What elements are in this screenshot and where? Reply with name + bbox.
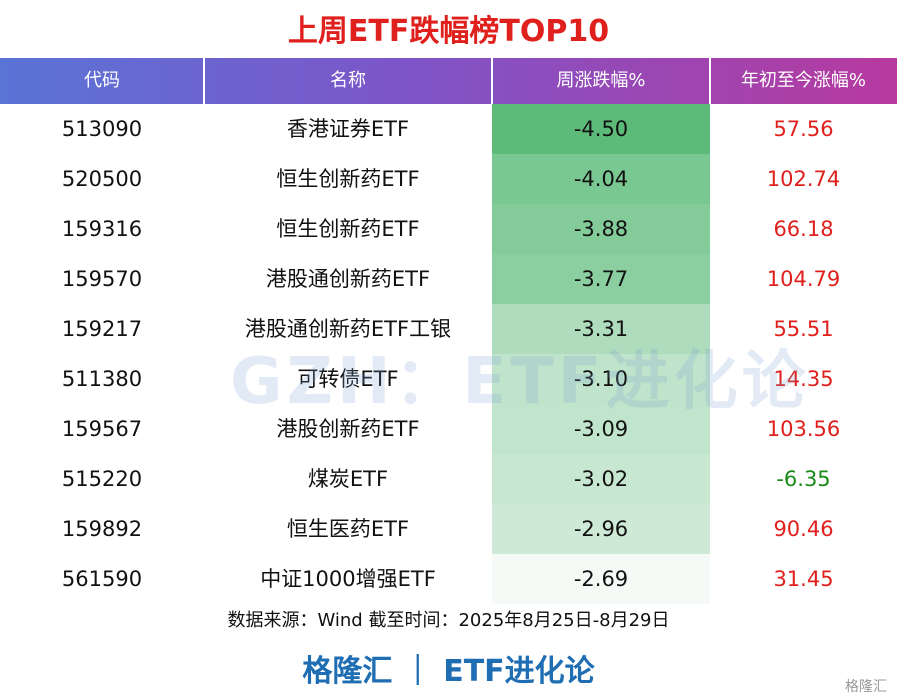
- name: 恒生创新药ETF: [276, 167, 420, 191]
- header-separator: [203, 58, 205, 104]
- name: 恒生医药ETF: [286, 517, 410, 541]
- header-separator: [709, 58, 711, 104]
- weekly-change: -3.10: [492, 354, 710, 404]
- ytd-change: 102.74: [766, 167, 841, 191]
- table-header: 代码 名称 周涨跌幅% 年初至今涨幅%: [0, 58, 897, 104]
- name: 恒生创新药ETF: [276, 217, 420, 241]
- title: 上周ETF跌幅榜TOP10: [287, 14, 610, 49]
- weekly-change: -3.77: [492, 254, 710, 304]
- name: 港股通创新药ETF工银: [244, 317, 452, 341]
- name: 煤炭ETF: [307, 467, 389, 491]
- name: 香港证券ETF: [286, 117, 410, 141]
- code: 159570: [61, 267, 143, 291]
- header-cell: 代码: [84, 70, 120, 91]
- header-cell: 名称: [330, 70, 366, 91]
- code: 159892: [61, 517, 143, 541]
- weekly-change: -2.96: [492, 504, 710, 554]
- ytd-change: 31.45: [773, 567, 834, 591]
- ytd-change: 55.51: [773, 317, 834, 341]
- ytd-change: 103.56: [766, 417, 841, 441]
- source-note: 数据来源：Wind 截至时间：2025年8月25日-8月29日: [227, 610, 670, 631]
- weekly-change: -4.04: [492, 154, 710, 204]
- code: 159217: [61, 317, 143, 341]
- ytd-change: 14.35: [773, 367, 834, 391]
- weekly-change: -4.50: [492, 104, 710, 154]
- code: 520500: [61, 167, 143, 191]
- weekly-change: -3.31: [492, 304, 710, 354]
- header-separator: [491, 58, 493, 104]
- header-cell: 年初至今涨幅%: [740, 70, 867, 91]
- name: 中证1000增强ETF: [260, 567, 436, 591]
- code: 511380: [61, 367, 143, 391]
- logo: 格隆汇: [845, 679, 887, 695]
- ytd-change: 104.79: [766, 267, 841, 291]
- weekly-change: -3.88: [492, 204, 710, 254]
- ytd-change: -6.35: [776, 467, 831, 491]
- code: 159567: [61, 417, 143, 441]
- footer-brand: 格隆汇 ｜ ETF进化论: [302, 654, 595, 689]
- ytd-change: 66.18: [773, 217, 834, 241]
- name: 港股创新药ETF: [276, 417, 420, 441]
- ytd-change: 57.56: [773, 117, 834, 141]
- code: 561590: [61, 567, 143, 591]
- code: 159316: [61, 217, 143, 241]
- code: 515220: [61, 467, 143, 491]
- ytd-change: 90.46: [773, 517, 834, 541]
- code: 513090: [61, 117, 143, 141]
- header-cell: 周涨跌幅%: [556, 70, 646, 91]
- weekly-change: -2.69: [492, 554, 710, 604]
- name: 港股通创新药ETF: [265, 267, 431, 291]
- name: 可转债ETF: [297, 367, 399, 391]
- weekly-change: -3.02: [492, 454, 710, 504]
- weekly-change: -3.09: [492, 404, 710, 454]
